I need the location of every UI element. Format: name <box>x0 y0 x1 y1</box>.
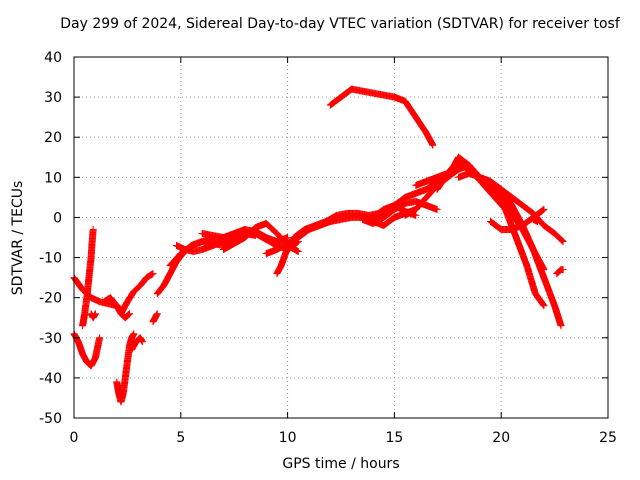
x-tick-label: 0 <box>70 430 79 446</box>
y-tick-label: -10 <box>39 251 62 267</box>
series-arc-7 <box>117 270 157 318</box>
data-point-markers <box>79 226 97 330</box>
series-arc-26 <box>455 169 565 330</box>
chart-title: Day 299 of 2024, Sidereal Day-to-day VTE… <box>60 16 620 32</box>
x-tick-label: 15 <box>385 430 403 446</box>
data-point-markers <box>128 334 146 354</box>
y-tick-label: -40 <box>39 371 62 387</box>
data-point-markers <box>326 85 437 149</box>
axis-ticks: 0 5 10 15 20 25 -50 -40 -30 -20 -10 0 10 20 30 40 <box>39 50 617 446</box>
series-arc-4 <box>87 310 99 322</box>
series-arc-29 <box>553 266 567 278</box>
x-axis-label: GPS time / hours <box>282 456 400 472</box>
data-point-markers <box>87 310 99 322</box>
x-tick-label: 25 <box>599 430 617 446</box>
data-point-markers <box>412 153 567 245</box>
x-tick-label: 5 <box>176 430 185 446</box>
series-arc-2 <box>70 330 104 370</box>
x-tick-label: 10 <box>279 430 297 446</box>
data-point-markers <box>113 330 138 406</box>
y-tick-label: 10 <box>44 170 62 186</box>
data-points <box>70 85 567 406</box>
data-point-markers <box>70 330 104 370</box>
series-arc-3 <box>79 226 97 330</box>
series-arc-23 <box>412 153 567 245</box>
data-point-markers <box>149 310 161 326</box>
y-tick-label: 20 <box>44 130 62 146</box>
data-point-markers <box>529 215 541 225</box>
data-point-markers <box>455 169 565 330</box>
x-tick-label: 20 <box>492 430 510 446</box>
series-arc-28 <box>529 215 541 225</box>
series-arc-8 <box>128 334 146 354</box>
series-arc-6 <box>113 330 138 406</box>
y-tick-label: -30 <box>39 331 62 347</box>
y-tick-label: 0 <box>53 210 62 226</box>
y-axis-label: SDTVAR / TECUs <box>10 180 26 296</box>
y-tick-label: 30 <box>44 90 62 106</box>
data-point-markers <box>117 270 157 318</box>
data-point-markers <box>553 266 567 278</box>
y-tick-label: -50 <box>39 411 62 427</box>
series-arc-30 <box>326 85 437 149</box>
series-arc-9 <box>149 310 161 326</box>
y-tick-label: -20 <box>39 291 62 307</box>
plot-frame <box>73 56 609 419</box>
y-tick-label: 40 <box>44 50 62 66</box>
